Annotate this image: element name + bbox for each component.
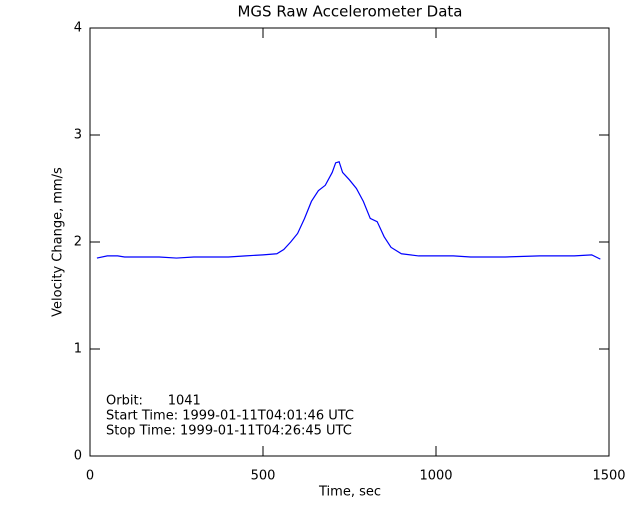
y-tick-label: 3 (74, 128, 82, 143)
chart-title: MGS Raw Accelerometer Data (237, 3, 462, 21)
x-tick-label: 1000 (419, 469, 452, 484)
y-tick-label: 0 (74, 449, 82, 464)
y-tick-label: 2 (74, 235, 82, 250)
annotation: Orbit: 1041 (106, 394, 201, 409)
annotation: Start Time: 1999-01-11T04:01:46 UTC (106, 409, 354, 424)
x-tick-label: 0 (86, 469, 94, 484)
y-tick-label: 4 (74, 21, 82, 36)
data-line (96, 161, 601, 260)
x-tick-label: 1500 (592, 469, 625, 484)
y-tick-label: 1 (74, 342, 82, 357)
x-tick-label: 500 (251, 469, 276, 484)
x-axis-label: Time, sec (318, 485, 381, 500)
annotation: Stop Time: 1999-01-11T04:26:45 UTC (106, 424, 352, 439)
y-axis-label: Velocity Change, mm/s (51, 167, 66, 317)
